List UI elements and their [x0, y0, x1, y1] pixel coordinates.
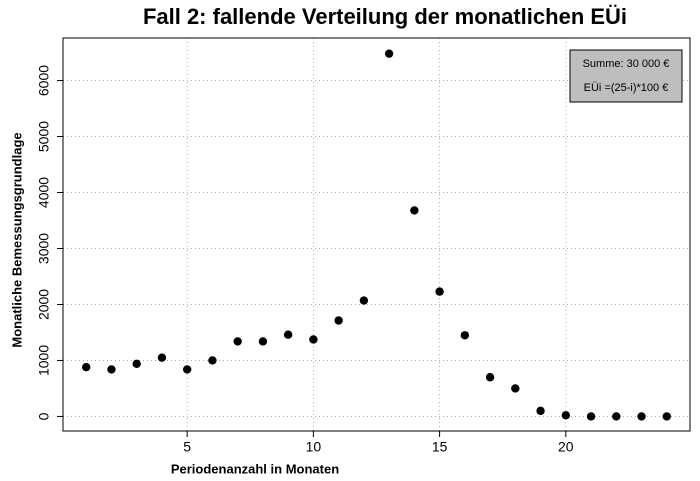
y-tick-label: 5000 — [36, 121, 52, 152]
y-tick-label: 3000 — [36, 233, 52, 264]
point — [334, 316, 343, 325]
x-axis-label: Periodenanzahl in Monaten — [171, 461, 339, 476]
point — [384, 49, 394, 58]
point — [283, 330, 293, 339]
point — [157, 353, 167, 362]
y-axis-label: Monatliche Bemessungsgrundlage — [9, 132, 24, 347]
legend-text: EÜi =(25-i)*100 € — [584, 82, 669, 94]
x-tick-label: 20 — [558, 439, 574, 455]
point — [511, 384, 520, 393]
y-tick-label: 1000 — [36, 345, 52, 376]
y-tick-label: 2000 — [36, 289, 52, 320]
point — [132, 359, 141, 369]
x-tick-label: 10 — [306, 439, 322, 455]
point — [637, 412, 646, 421]
point — [82, 362, 91, 372]
point — [410, 206, 419, 215]
point — [662, 412, 671, 421]
plot-frame — [62, 37, 691, 432]
point — [182, 365, 192, 374]
point — [435, 287, 444, 296]
y-tick-label: 6000 — [36, 65, 52, 96]
x-tick-label: 5 — [183, 439, 191, 455]
point — [309, 335, 318, 344]
point — [359, 296, 369, 305]
point — [208, 356, 217, 365]
point — [586, 412, 596, 421]
point — [485, 373, 495, 382]
point — [107, 365, 116, 374]
point — [561, 411, 571, 420]
chart-title: Fall 2: fallende Verteilung der monatlic… — [143, 4, 627, 29]
x-tick-label: 15 — [432, 439, 448, 455]
point — [460, 331, 470, 340]
y-tick-label: 0 — [36, 412, 52, 420]
legend-box — [569, 49, 683, 103]
legend-text: Summe: 30 000 € — [583, 58, 670, 70]
point — [233, 337, 242, 346]
point — [536, 406, 545, 416]
point — [258, 337, 268, 346]
y-tick-label: 4000 — [36, 177, 52, 208]
point — [612, 412, 621, 421]
